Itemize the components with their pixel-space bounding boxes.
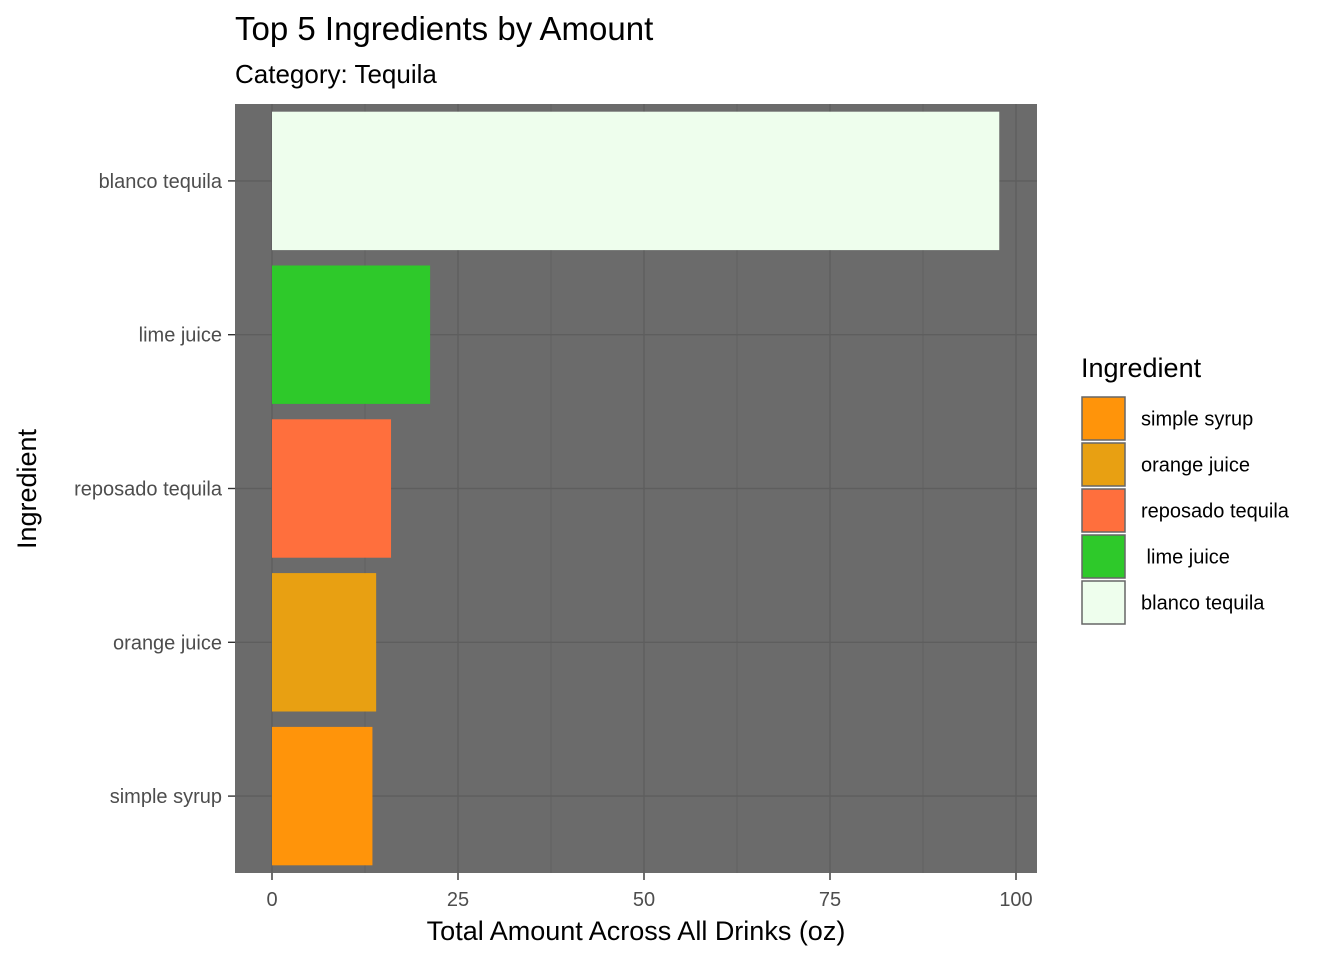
legend-label: lime juice: [1141, 547, 1230, 569]
y-tick-label: orange juice: [113, 632, 222, 654]
legend-key: [1081, 396, 1126, 441]
y-tick-label: blanco tequila: [99, 171, 223, 193]
bar-lime-juice: [272, 265, 431, 404]
legend: Ingredient simple syrup orange juice repos…: [1081, 353, 1290, 625]
x-tick-label: 0: [266, 889, 277, 911]
x-axis: 0 25 50 75 100: [266, 873, 1033, 911]
y-tick-label: lime juice: [139, 325, 222, 347]
legend-key: [1081, 534, 1126, 579]
legend-title: Ingredient: [1081, 353, 1202, 383]
legend-label: simple syrup: [1141, 409, 1253, 431]
x-tick-label: 75: [819, 889, 841, 911]
x-tick-label: 50: [633, 889, 655, 911]
x-axis-title: Total Amount Across All Drinks (oz): [427, 916, 846, 946]
y-tick-label: reposado tequila: [74, 479, 223, 501]
chart-subtitle: Category: Tequila: [235, 59, 437, 89]
legend-key: [1081, 580, 1126, 625]
y-tick-label: simple syrup: [110, 786, 222, 808]
bar-orange-juice: [272, 573, 377, 712]
legend-key: [1081, 442, 1126, 487]
bar-simple-syrup: [272, 726, 373, 866]
bars-group: [272, 111, 1000, 866]
legend-label: orange juice: [1141, 455, 1250, 477]
legend-label: reposado tequila: [1141, 501, 1290, 523]
y-axis-title: Ingredient: [12, 428, 42, 549]
legend-label: blanco tequila: [1141, 593, 1265, 615]
y-axis: simple syrup orange juice reposado tequila…: [74, 171, 235, 808]
chart-title: Top 5 Ingredients by Amount: [235, 10, 653, 47]
legend-key: [1081, 488, 1126, 533]
x-tick-label: 25: [447, 889, 469, 911]
bar-reposado-tequila: [272, 419, 392, 558]
bar-blanco-tequila: [272, 111, 1000, 251]
x-tick-label: 100: [999, 889, 1032, 911]
